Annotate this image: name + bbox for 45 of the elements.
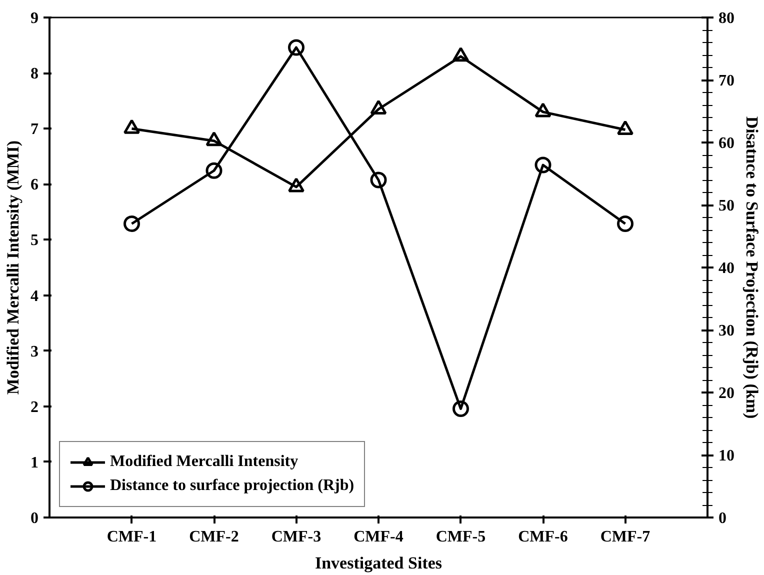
x-tick-label: CMF-1	[106, 528, 157, 546]
y-tick-label: 8	[30, 66, 38, 83]
y-tick-label: 4	[30, 288, 38, 305]
x-tick-label: CMF-2	[189, 528, 239, 546]
y2-tick-label: 20	[718, 385, 734, 402]
point	[206, 162, 222, 179]
y2-tick-label: 70	[718, 72, 734, 90]
x-axis-title: Investigated Sites	[314, 554, 442, 572]
y-tick-label: 1	[30, 454, 38, 472]
point	[288, 178, 304, 192]
point	[534, 102, 552, 118]
point	[206, 132, 222, 146]
y-tick-label: 0	[30, 510, 38, 527]
y-tick-label: 6	[30, 176, 38, 194]
point	[617, 120, 634, 136]
y-tick-label: 9	[30, 10, 38, 27]
y2-axis-title: Disatnce to Surface Projection (Rjb) (km)	[742, 116, 762, 419]
point	[124, 119, 140, 134]
point	[370, 172, 387, 188]
y2-tick-label: 50	[718, 198, 734, 214]
y-tick-label: 3	[30, 343, 38, 360]
point	[370, 100, 387, 114]
x-tick-label: CMF-5	[436, 528, 486, 546]
x-tick-label: CMF-6	[518, 528, 568, 546]
x-tick-label: CMF-4	[354, 528, 404, 546]
y-tick-label: 2	[30, 398, 38, 416]
y-tick-label: 7	[30, 121, 38, 138]
y-tick-label: 5	[30, 232, 38, 250]
point	[452, 47, 469, 62]
y2-tick-label: 60	[718, 135, 734, 152]
point	[124, 216, 140, 232]
point	[617, 216, 634, 232]
x-tick-label: CMF-7	[600, 528, 650, 546]
y2-tick-label: 10	[718, 448, 734, 464]
y-axis-title: Modified Mercalli Intensity (MMI)	[4, 140, 22, 395]
legend-label: Modified Mercalli Intensity	[110, 453, 298, 471]
y2-tick-label: 30	[718, 322, 734, 340]
x-tick-label: CMF-3	[271, 528, 322, 546]
y2-tick-label: 40	[718, 260, 734, 277]
y2-tick-label: 0	[718, 510, 726, 527]
point	[452, 400, 469, 417]
y2-tick-label: 80	[718, 10, 734, 27]
point	[288, 39, 304, 56]
legend-label: Distance to surface projection (Rjb)	[110, 477, 354, 495]
point	[534, 156, 552, 174]
